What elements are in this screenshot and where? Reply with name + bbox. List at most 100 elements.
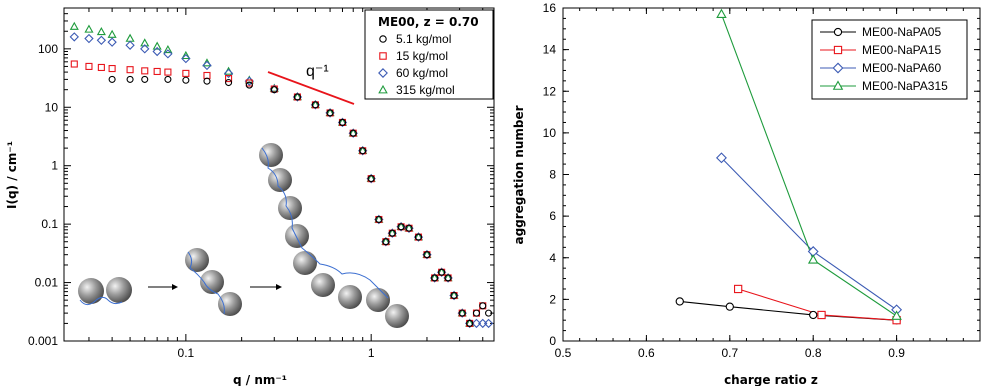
sphere [385,304,409,328]
data-point [483,318,494,329]
data-point [397,223,405,231]
x-tick-label: 0.9 [888,346,905,360]
arrow-head [172,284,178,290]
data-point [152,41,162,50]
data-point [182,69,190,77]
legend-marker [379,35,387,43]
data-point [153,67,161,76]
sphere [278,196,302,220]
legend: ME00-NaPA05 ME00-NaPA15 ME00-NaPA60 ME00-Na… [811,19,968,100]
legend-label: ME00-NaPA05 [862,25,941,39]
data-point [423,251,431,259]
data-point [69,21,79,30]
y-tick-label: 6 [549,209,556,223]
y-tick-label: 8 [549,168,556,182]
y-tick-label: 10 [45,100,59,114]
y-tick-label: 4 [549,251,556,265]
legend-marker [378,68,388,78]
data-point [388,229,396,237]
data-point [807,254,819,264]
data-point [108,64,116,73]
data-point [405,224,413,232]
y-tick-label: 1 [51,159,58,173]
data-point [311,101,319,109]
data-point [891,310,902,320]
x-tick-label: 0.8 [805,346,822,360]
slope-annotation: q⁻¹ [306,63,329,80]
data-point [472,309,481,317]
polymer-chain [79,296,123,306]
data-point [225,78,233,87]
data-point [125,40,135,50]
data-point [96,27,106,36]
legend-marker [832,80,844,90]
sphere [366,288,390,312]
data-point [431,274,439,282]
data-point [245,79,253,87]
data-point [96,35,107,45]
sphere [293,251,317,275]
sphere [200,270,224,294]
legend-title: ME00, z = 0.70 [378,15,479,29]
data-point [466,319,474,327]
legend-label: ME00-NaPA15 [862,43,941,57]
data-point [84,33,94,44]
polymer-chain [187,251,225,315]
y-tick-label: 100 [38,42,58,56]
y-tick-label: 10 [543,126,557,140]
data-point [725,302,734,311]
scattering-chart: 0.1 1 0.001 0.01 0.1 1 10 100 q⁻¹ ME00, z = 0.7… [5,7,495,386]
data-point [733,284,743,294]
sphere [106,277,132,303]
data-point [450,291,458,300]
data-point [359,147,367,155]
data-point [817,310,826,320]
data-point [444,274,452,282]
data-point [479,302,487,310]
x-tick-label: 1 [368,346,375,360]
data-point [375,215,383,224]
sphere [259,143,283,167]
legend-marker [832,62,844,74]
data-point [675,297,684,306]
data-point [471,318,482,329]
y-axis-title: I(q) / cm⁻¹ [5,141,19,209]
data-point [126,66,134,74]
data-point [716,152,727,164]
data-point [126,75,134,83]
data-point [223,68,234,79]
data-point [809,310,818,320]
data-point [270,86,278,94]
sphere [285,224,309,248]
data-point [269,83,279,92]
data-point [163,49,173,59]
sphere [311,273,335,297]
data-point [485,309,493,317]
data-point [107,37,117,47]
y-tick-label: 0.1 [41,217,58,231]
x-tick-label: 0.6 [638,346,655,360]
data-point [202,60,212,71]
data-point [84,24,94,33]
x-axis-title: charge ratio z [724,373,818,386]
x-tick-label: 0.5 [555,346,572,360]
arrow-head [276,284,282,290]
data-point [141,67,149,75]
y-tick-label: 0.001 [28,334,58,348]
data-point [414,233,423,241]
legend-label: 15 kg/mol [396,49,448,63]
legend: ME00, z = 0.70 5.1 kg/mol 15 kg/mol 60 kg/… [364,9,494,100]
data-point [438,268,446,276]
legend-label: ME00-NaPA315 [862,79,948,93]
data-point [181,50,191,60]
data-point [85,62,93,70]
y-tick-label: 2 [549,292,556,306]
sphere [338,285,362,309]
data-point [382,238,390,246]
y-tick-label: 16 [543,1,557,15]
data-point [349,129,357,137]
y-tick-label: 14 [543,43,557,57]
data-point [458,309,466,317]
legend-marker [833,27,843,37]
data-point [107,29,117,38]
